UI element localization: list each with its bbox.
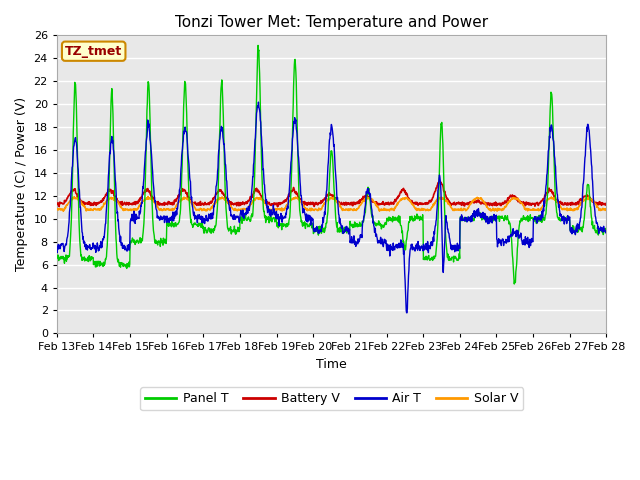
Title: Tonzi Tower Met: Temperature and Power: Tonzi Tower Met: Temperature and Power	[175, 15, 488, 30]
Y-axis label: Temperature (C) / Power (V): Temperature (C) / Power (V)	[15, 97, 28, 271]
Text: TZ_tmet: TZ_tmet	[65, 45, 122, 58]
X-axis label: Time: Time	[316, 358, 347, 371]
Legend: Panel T, Battery V, Air T, Solar V: Panel T, Battery V, Air T, Solar V	[140, 387, 523, 410]
